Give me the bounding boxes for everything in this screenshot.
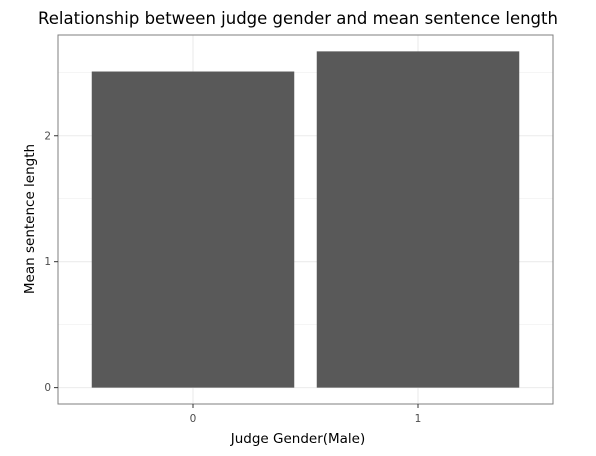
- panel-border: [57, 34, 554, 405]
- bars: [91, 51, 520, 388]
- y-tick-label: 1: [44, 256, 51, 268]
- x-tick-label: 1: [415, 413, 422, 425]
- y-tick-label: 2: [44, 130, 51, 142]
- x-tick-label: 0: [190, 413, 197, 425]
- axes: 0 1 2 0 1: [44, 130, 421, 425]
- y-axis-title: Mean sentence length: [22, 144, 38, 294]
- bar-1: [316, 51, 520, 388]
- bar-0: [91, 71, 295, 388]
- y-tick-label: 0: [44, 382, 51, 394]
- chart-title: Relationship between judge gender and me…: [38, 9, 558, 28]
- x-axis-title: Judge Gender(Male): [230, 431, 366, 447]
